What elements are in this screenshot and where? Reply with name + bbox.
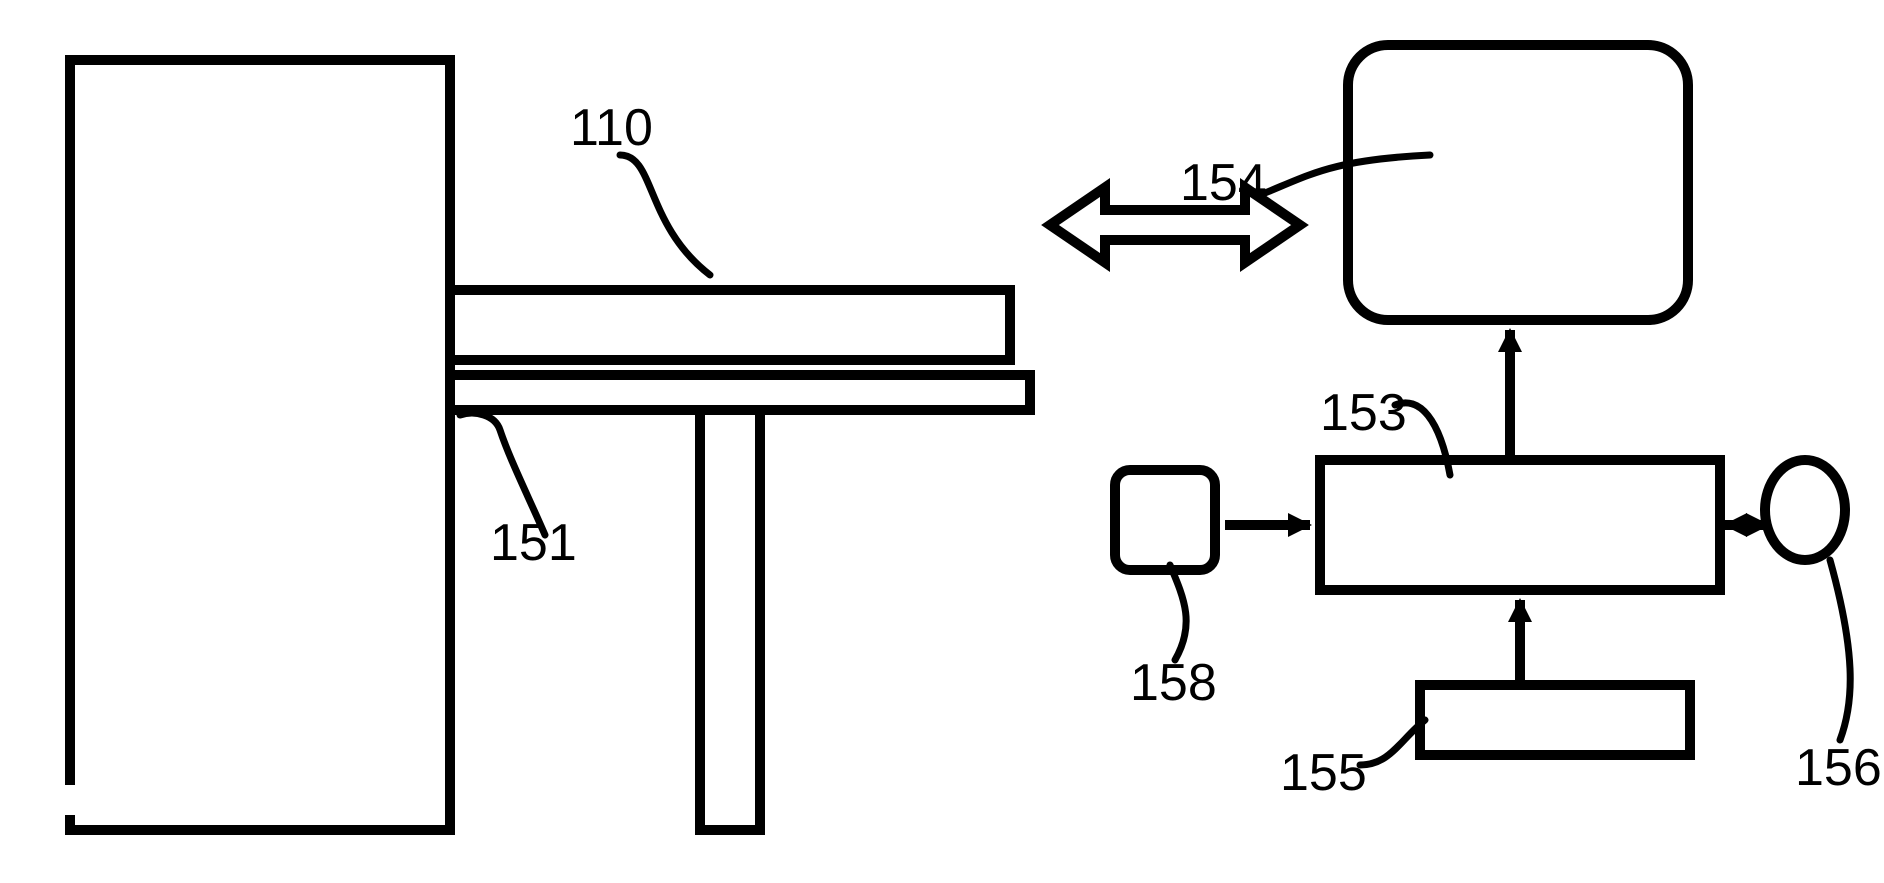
- reference-label-156: 156: [1795, 739, 1882, 797]
- processor-unit: [1320, 460, 1720, 590]
- scanner-gantry: [70, 60, 450, 830]
- patient-table-top: [450, 290, 1010, 360]
- reference-label-155: 155: [1280, 744, 1367, 802]
- reference-label-158: 158: [1130, 654, 1217, 712]
- leader-line-110: [620, 155, 710, 275]
- leader-line-156: [1830, 560, 1850, 740]
- display-monitor: [1348, 45, 1688, 320]
- leader-line-158: [1170, 565, 1186, 660]
- interface-module: [1115, 470, 1215, 570]
- storage-disc: [1765, 460, 1845, 560]
- patient-table-base: [450, 375, 1030, 410]
- reference-label-153: 153: [1320, 384, 1407, 442]
- keyboard-unit: [1420, 685, 1690, 755]
- diagram-canvas: 110 151 153 154 155 156 158: [0, 0, 1884, 883]
- reference-label-110: 110: [570, 99, 653, 157]
- reference-label-154: 154: [1180, 154, 1267, 212]
- reference-label-151: 151: [490, 514, 577, 572]
- patient-table-leg: [700, 410, 760, 830]
